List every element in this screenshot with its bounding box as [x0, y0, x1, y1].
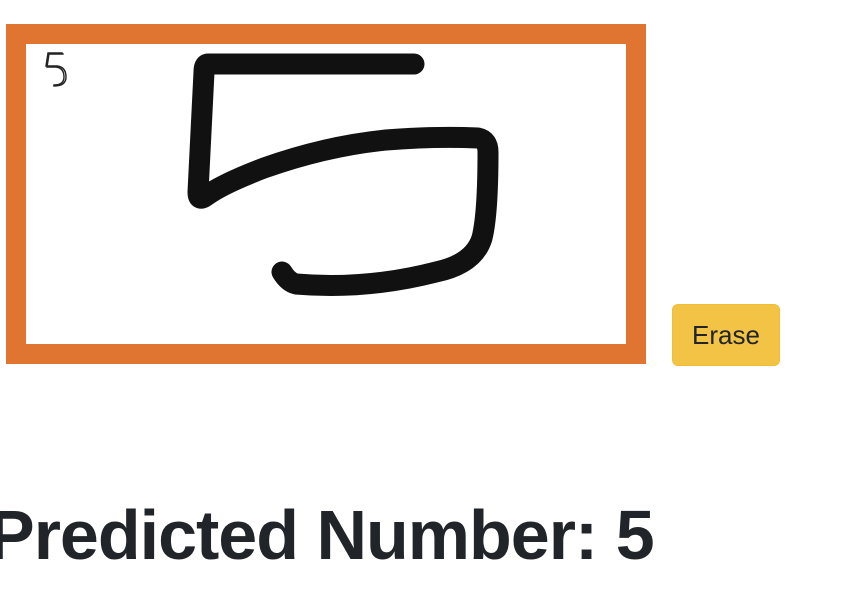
predicted-number-label: Predicted Number:: [0, 496, 616, 574]
drawing-surface[interactable]: [26, 44, 626, 344]
preview-digit: [45, 52, 67, 87]
drawn-digit-stroke: [187, 53, 499, 296]
predicted-number-value: 5: [615, 496, 655, 574]
erase-button[interactable]: Erase: [672, 304, 780, 366]
drawing-canvas[interactable]: [6, 24, 646, 364]
predicted-number-heading: Predicted Number: 5: [0, 490, 655, 580]
